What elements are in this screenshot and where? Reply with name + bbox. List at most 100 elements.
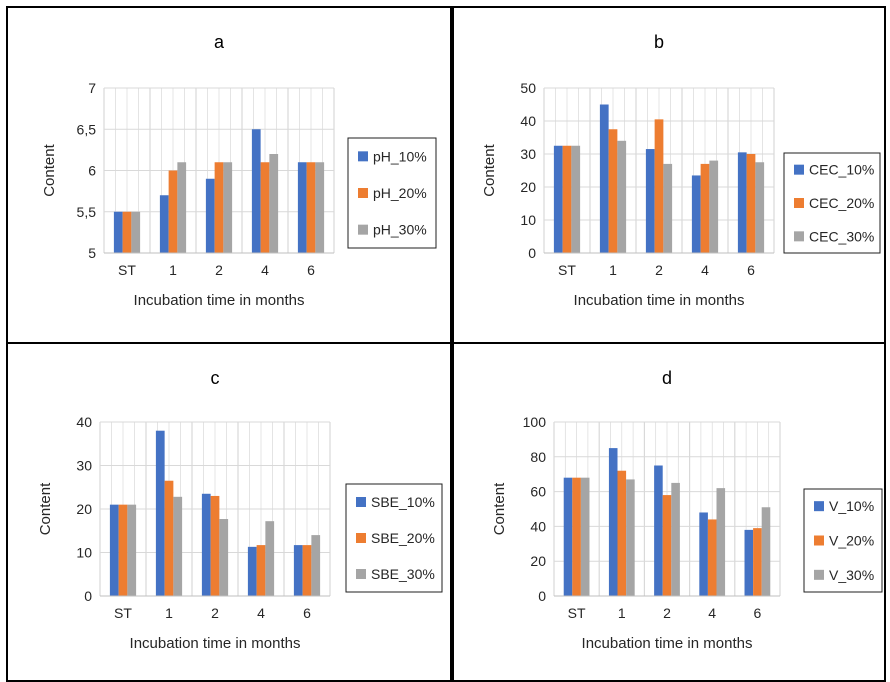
- y-tick-label: 20: [530, 553, 546, 569]
- bar-ST-SBE_20%: [118, 504, 128, 596]
- y-tick-label: 50: [520, 80, 536, 96]
- x-tick-label: 2: [211, 605, 219, 621]
- x-axis-label: Incubation time in months: [582, 635, 753, 652]
- bar-2-SBE_10%: [201, 493, 211, 596]
- x-axis-label: Incubation time in months: [130, 635, 301, 652]
- bar-4-V_30%: [716, 488, 726, 596]
- legend-swatch: [814, 501, 824, 512]
- legend-label: pH_20%: [373, 185, 427, 201]
- y-axis-label: Content: [41, 143, 58, 196]
- bar-6-SBE_30%: [311, 535, 321, 596]
- legend-swatch: [358, 224, 368, 235]
- legend-swatch: [356, 497, 366, 507]
- chart-panel-b: b 0 10 20 30 40 50 ST 1 2 4 6 Incubation time in mon…: [454, 8, 884, 342]
- bar-1-SBE_10%: [155, 430, 165, 596]
- bar-1-SBE_30%: [173, 496, 183, 596]
- bar-6-SBE_10%: [293, 545, 303, 596]
- x-tick-label: 4: [708, 605, 716, 621]
- x-tick-label: 6: [754, 605, 762, 621]
- y-axis-label: Content: [491, 482, 508, 535]
- y-tick-label: 0: [528, 245, 536, 261]
- panel-c-frame: [6, 342, 452, 682]
- bar-2-CEC_20%: [654, 119, 664, 253]
- bar-2-V_10%: [654, 465, 663, 596]
- y-tick-label: 10: [520, 212, 536, 228]
- legend-label: V_20%: [829, 533, 874, 549]
- legend-swatch: [358, 188, 368, 198]
- y-tick-label: 40: [520, 113, 536, 129]
- legend-label: CEC_30%: [809, 228, 874, 244]
- bar-2-V_30%: [671, 482, 680, 596]
- bar-1-CEC_20%: [608, 129, 618, 253]
- x-tick-label: 4: [257, 605, 265, 621]
- bar-6-V_10%: [744, 529, 754, 596]
- bar-1-CEC_30%: [617, 140, 627, 253]
- legend-label: SBE_20%: [371, 530, 435, 546]
- x-tick-label: 6: [747, 262, 755, 278]
- bar-4-V_10%: [699, 512, 708, 596]
- bar-1-pH_10%: [159, 195, 169, 253]
- bar-ST-SBE_30%: [127, 504, 137, 596]
- bar-ST-pH_30%: [131, 211, 141, 253]
- y-axis-label: Content: [37, 482, 54, 535]
- chart-panel-c: c 0 10 20 30 40 ST 1 2 4 6 Incubation time in month…: [8, 344, 450, 680]
- x-tick-label: 1: [165, 605, 173, 621]
- bar-ST-pH_10%: [113, 211, 123, 253]
- bar-4-SBE_10%: [247, 546, 257, 596]
- bar-ST-CEC_10%: [553, 145, 563, 253]
- x-tick-label: 2: [655, 262, 663, 278]
- y-tick-label: 100: [523, 414, 547, 430]
- bar-2-SBE_20%: [210, 495, 220, 596]
- bar-6-V_30%: [761, 507, 771, 596]
- bar-ST-pH_20%: [122, 211, 132, 253]
- bar-2-pH_30%: [223, 162, 233, 253]
- bar-ST-CEC_20%: [562, 145, 572, 253]
- x-axis-label: Incubation time in months: [574, 292, 745, 309]
- y-tick-label: 7: [88, 80, 96, 96]
- bar-6-pH_20%: [306, 162, 316, 253]
- legend-swatch: [356, 533, 366, 543]
- x-tick-label: 4: [701, 262, 709, 278]
- legend-label: pH_10%: [373, 148, 427, 164]
- bar-6-V_20%: [753, 528, 762, 596]
- x-tick-label: 4: [261, 262, 269, 278]
- bar-4-CEC_30%: [709, 160, 719, 253]
- bar-1-V_30%: [626, 479, 635, 596]
- x-tick-label: ST: [118, 262, 136, 278]
- bar-ST-SBE_10%: [109, 504, 119, 596]
- chart-title: b: [654, 32, 664, 52]
- bar-1-V_10%: [608, 448, 618, 596]
- x-tick-label: 6: [307, 262, 315, 278]
- chart-title: c: [211, 368, 220, 388]
- bar-1-V_20%: [617, 470, 627, 596]
- bar-1-pH_20%: [168, 170, 178, 253]
- y-tick-label: 0: [538, 588, 546, 604]
- x-tick-label: 2: [215, 262, 223, 278]
- bar-4-SBE_30%: [265, 521, 275, 596]
- y-tick-label: 30: [520, 146, 536, 162]
- bar-2-pH_10%: [205, 178, 215, 253]
- y-tick-label: 20: [520, 179, 536, 195]
- bar-2-CEC_10%: [645, 149, 655, 253]
- legend-swatch: [794, 164, 804, 175]
- legend-swatch: [814, 569, 824, 580]
- bar-1-SBE_20%: [164, 480, 174, 596]
- y-tick-label: 80: [530, 449, 546, 465]
- x-tick-label: 1: [609, 262, 617, 278]
- legend-label: V_10%: [829, 498, 874, 514]
- legend-label: pH_30%: [373, 222, 427, 238]
- x-tick-label: ST: [558, 262, 576, 278]
- y-tick-label: 30: [76, 458, 92, 474]
- legend-label: V_30%: [829, 567, 874, 583]
- legend-label: SBE_30%: [371, 566, 435, 582]
- bar-6-CEC_30%: [755, 162, 765, 253]
- bar-4-SBE_20%: [256, 545, 266, 596]
- legend-swatch: [356, 569, 366, 579]
- bar-2-CEC_30%: [663, 163, 673, 253]
- bar-6-pH_30%: [315, 162, 325, 253]
- legend-swatch: [794, 231, 804, 242]
